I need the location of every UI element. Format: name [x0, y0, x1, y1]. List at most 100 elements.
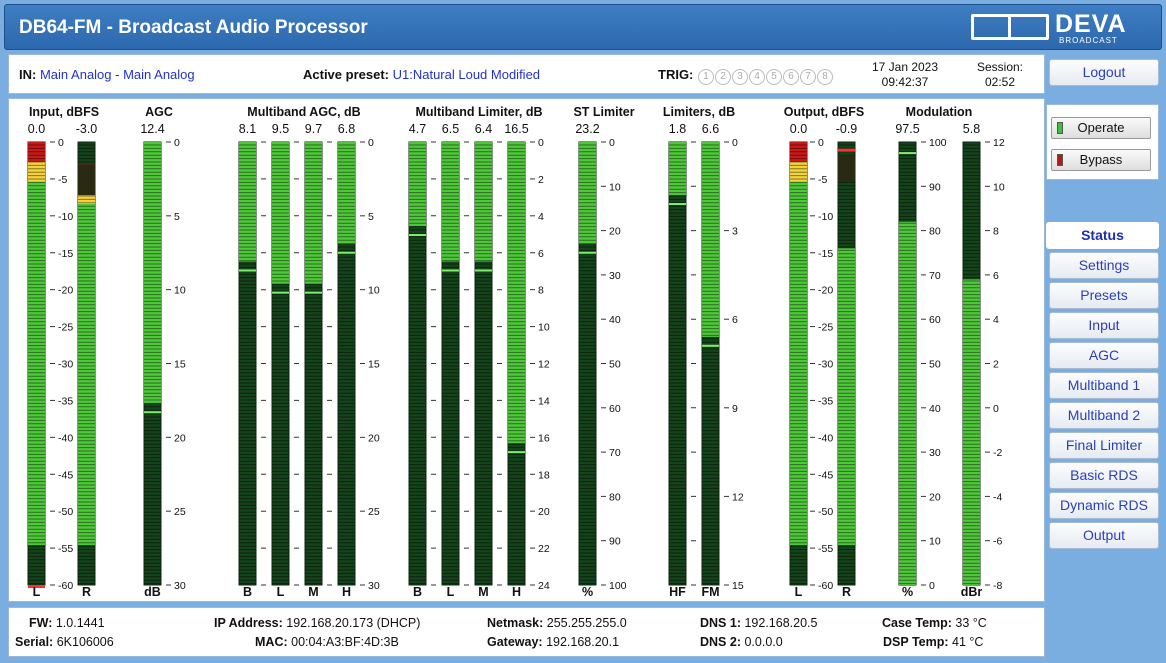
modulation-dbr-scale-tick-label: 2	[993, 359, 999, 371]
input-meter-title: Input, dBFS	[28, 105, 100, 119]
mblim-scale-tick-label: 22	[538, 543, 550, 555]
time: 09:42:37	[881, 75, 929, 89]
mblim-scale-tick-label: 8	[538, 285, 544, 297]
output-scale-tick-label: 0	[818, 137, 824, 149]
mblim-value-2: 6.4	[474, 122, 493, 136]
modulation-dbr-scale-tick-label: 4	[993, 314, 999, 326]
nav-input[interactable]: Input	[1049, 312, 1159, 339]
mbagc-scale-tick-label: 15	[368, 359, 380, 371]
stlim-scale-tick-label: 40	[609, 314, 621, 326]
mblim-value-1: 6.5	[441, 122, 460, 136]
mblim-bar-3-fill	[508, 142, 525, 444]
agc-bar-0-marker	[144, 411, 161, 414]
mblim-scale-tick-label: 6	[538, 248, 544, 260]
dsp-temp-info: DSP Temp: 41 °C	[883, 635, 984, 649]
output-bar-0-yellow	[790, 161, 807, 182]
nav-multiband-2[interactable]: Multiband 2	[1049, 402, 1159, 429]
modulation-dbr-scale-tick-label: 6	[993, 270, 999, 282]
mblim-scale-tick-label: 0	[538, 137, 544, 149]
output-label-0: L	[794, 585, 803, 599]
mblim-bar-1-fill	[442, 142, 459, 262]
mblim-bar-1-segments	[442, 144, 459, 585]
mbagc-meter-title: Multiband AGC, dB	[247, 105, 361, 119]
mblim-value-3: 16.5	[504, 122, 529, 136]
netmask-info: Netmask: 255.255.255.0	[487, 616, 627, 630]
session-label: Session:	[976, 60, 1024, 74]
nav-settings[interactable]: Settings	[1049, 252, 1159, 279]
stlim-scale-tick-label: 20	[609, 226, 621, 238]
stlim-label-0: %	[581, 585, 594, 599]
stlim-bar-0-segments	[579, 144, 596, 585]
stlim-scale-tick-label: 50	[609, 359, 621, 371]
mblim-scale-tick-label: 16	[538, 432, 550, 444]
input-scale-tick-label: -15	[58, 248, 73, 260]
input-scale-tick-label: -35	[58, 395, 73, 407]
trig-indicator-6: 6	[783, 69, 800, 85]
trig-indicator-3: 3	[732, 69, 749, 85]
modulation-dbr-scale-tick-label: -4	[993, 491, 1002, 503]
mbagc-minor-ticks-2	[327, 141, 332, 586]
limiters-scale-tick-label: 12	[732, 491, 744, 503]
modulation-meter-title: Modulation	[905, 105, 973, 119]
nav-dynamic-rds[interactable]: Dynamic RDS	[1049, 492, 1159, 519]
modulation-dbr-scale-tick-label: -2	[993, 447, 1002, 459]
modulation-pct-scale-tick-label: 0	[929, 580, 935, 592]
mbagc-minor-ticks-0	[261, 141, 266, 586]
limiters-scale-tick-label: 3	[732, 226, 738, 238]
input-label-0: L	[32, 585, 41, 599]
nav-multiband-1[interactable]: Multiband 1	[1049, 372, 1159, 399]
mblim-bar-0-marker	[409, 234, 426, 237]
input-scale-tick-label: -45	[58, 469, 73, 481]
nav-status[interactable]: Status	[1046, 222, 1159, 249]
nav-basic-rds[interactable]: Basic RDS	[1049, 462, 1159, 489]
modulation-pct-scale-tick-label: 20	[929, 491, 941, 503]
mblim-minor-ticks-0	[431, 141, 436, 586]
mblim-label-0: B	[412, 585, 423, 599]
limiters-label-0: HF	[669, 585, 686, 599]
preset-info: Active preset: U1:Natural Loud Modified	[303, 67, 540, 82]
stlim-scale-tick-label: 70	[609, 447, 621, 459]
session-timer: Session: 02:52	[967, 60, 1033, 90]
mblim-bar-0-fill	[409, 142, 426, 227]
bypass-label: Bypass	[1079, 152, 1123, 167]
input-scale-tick-label: -20	[58, 285, 73, 297]
output-scale-tick-label: -5	[818, 174, 827, 186]
bypass-button[interactable]: Bypass	[1051, 149, 1151, 171]
output-r-peak-hold	[838, 148, 855, 152]
logout-button[interactable]: Logout	[1049, 59, 1159, 86]
modulation-pct-scale-tick-label: 40	[929, 403, 941, 415]
output-meter-title: Output, dBFS	[783, 105, 865, 119]
mblim-scale-tick-label: 18	[538, 469, 550, 481]
nav-agc[interactable]: AGC	[1049, 342, 1159, 369]
mbagc-label-2: M	[308, 585, 319, 599]
input-r-dim	[78, 164, 95, 196]
modulation-label-0: %	[901, 585, 914, 599]
stlim-scale-tick-label: 90	[609, 536, 621, 548]
title-bar: DB64-FM - Broadcast Audio Processor DEVA…	[4, 4, 1162, 50]
limiters-bar-0-fill	[669, 142, 686, 196]
mbagc-label-3: H	[341, 585, 352, 599]
mblim-bar-2-fill	[475, 142, 492, 262]
modulation-bar-0-segments	[899, 144, 916, 585]
modulation-pct-scale-tick-label: 30	[929, 447, 941, 459]
meters-panel: 0 -5 -10 -15 -20 -25 -30 -35 -40 -45 -50 -55 -60 0 5 10…	[8, 98, 1045, 602]
mbagc-value-0: 8.1	[238, 122, 257, 136]
mbagc-scale-tick-label: 5	[368, 211, 374, 223]
nav-presets[interactable]: Presets	[1049, 282, 1159, 309]
agc-label-0: dB	[144, 585, 161, 599]
modulation-pct-scale-tick-label: 80	[929, 226, 941, 238]
agc-value-0: 12.4	[140, 122, 165, 136]
output-bar-0-segments	[790, 144, 807, 585]
output-scale-tick-label: -40	[818, 432, 833, 444]
agc-meter-title: AGC	[145, 105, 173, 119]
mbagc-scale-tick-label: 10	[368, 285, 380, 297]
nav-final-limiter[interactable]: Final Limiter	[1049, 432, 1159, 459]
operate-button[interactable]: Operate	[1051, 117, 1151, 139]
modulation-bar-1-segments	[963, 144, 980, 585]
output-scale-tick-label: -10	[818, 211, 833, 223]
nav-output[interactable]: Output	[1049, 522, 1159, 549]
input-bar-0-red	[28, 142, 45, 162]
meters-graphic: 0-5-10-15-20-25-30-35-40-45-50-55-600510…	[27, 137, 1005, 592]
output-value-1: -0.9	[835, 122, 858, 136]
